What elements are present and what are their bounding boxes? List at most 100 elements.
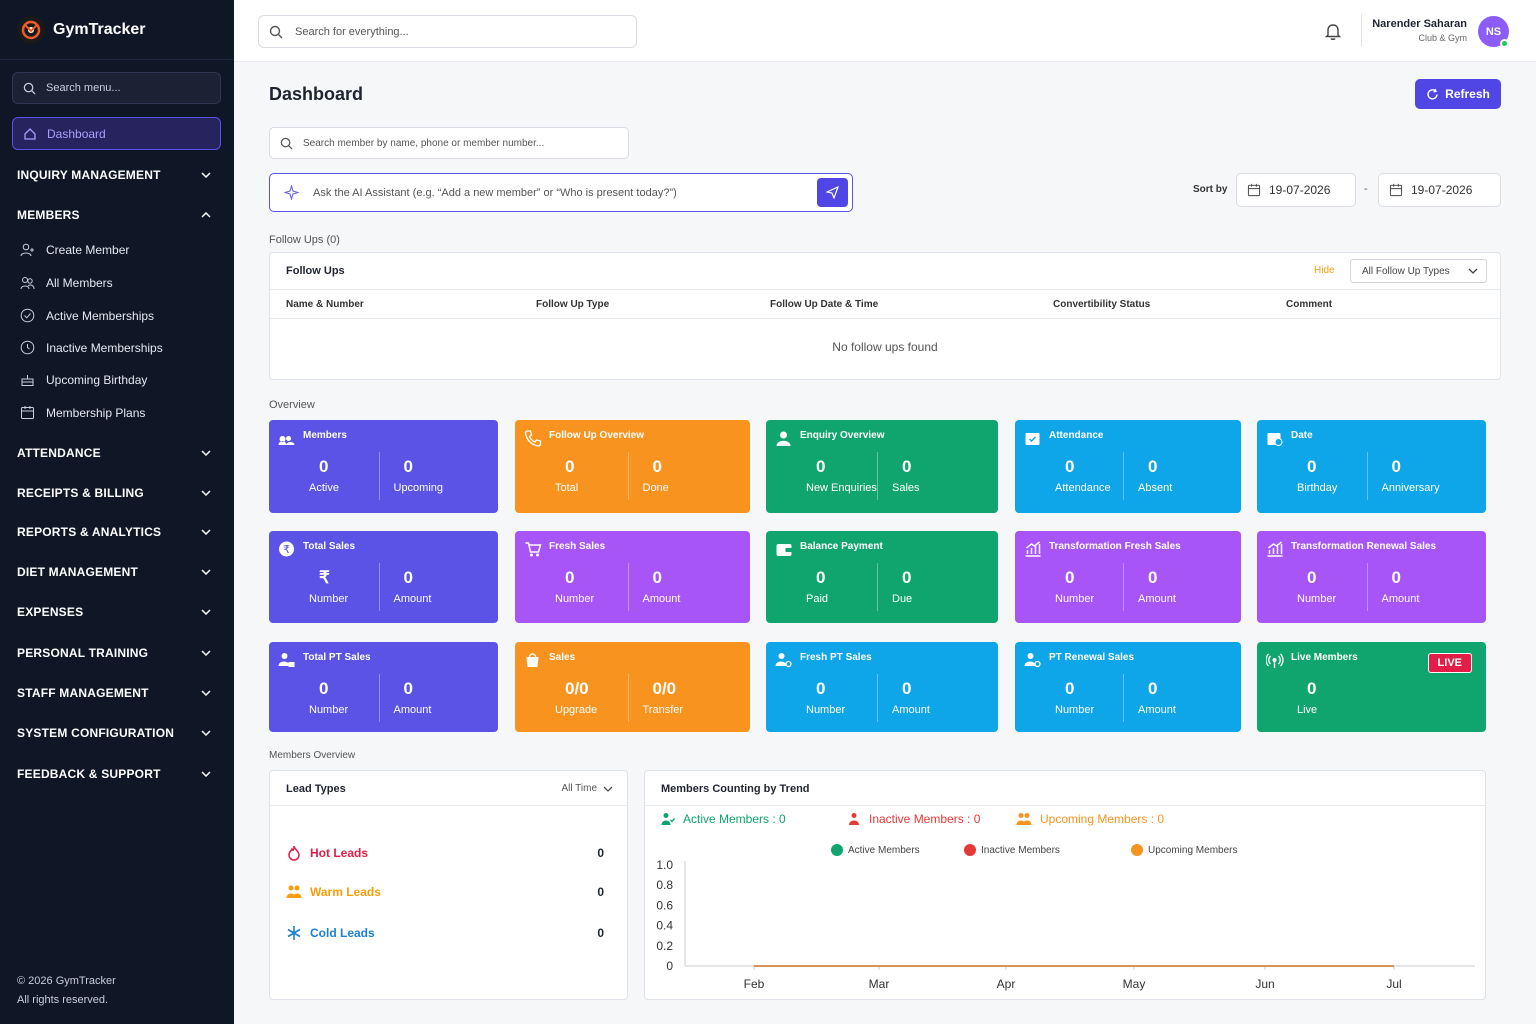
card-value: 0 [816,568,826,587]
date-to-picker[interactable]: 19-07-2026 [1378,173,1501,207]
sidebar-section-personal-training[interactable]: PERSONAL TRAINING [17,646,217,660]
column-header[interactable]: Follow Up Type [536,299,610,310]
y-tick-label: 0.2 [656,939,673,953]
card-divider [877,674,878,722]
card-value-label: Paid [806,593,829,605]
sidebar-item-membership-plans[interactable]: Membership Plans [20,405,145,420]
overview-card-balance-payment[interactable]: Balance Payment 0 Paid 0 Due [766,531,998,623]
column-header[interactable]: Follow Up Date & Time [770,299,879,310]
sidebar-search-placeholder: Search menu... [46,82,121,94]
sidebar-item-create-member[interactable]: Create Member [20,243,129,257]
sidebar-section-reports-analytics[interactable]: REPORTS & ANALYTICS [17,525,217,539]
y-tick-label: 0.6 [656,898,673,912]
sidebar-section-diet-management[interactable]: DIET MANAGEMENT [17,565,217,579]
chevron-down-icon [201,490,211,496]
logo-icon [17,15,45,44]
phone-icon [524,430,542,447]
card-value-label: Birthday [1297,482,1338,494]
legend-item[interactable]: Inactive Members [964,844,1060,856]
chart-up-icon [1025,541,1041,557]
overview-card-fresh-pt-sales[interactable]: Fresh PT Sales 0 Number 0 Amount [766,642,998,732]
card-title: Balance Payment [800,541,883,552]
lead-time-filter[interactable]: All Time [561,783,613,794]
sidebar-item-inactive-memberships[interactable]: Inactive Memberships [20,340,163,355]
overview-card-attendance[interactable]: Attendance 0 Attendance 0 Absent [1015,420,1241,513]
members-overview-label: Members Overview [269,750,356,761]
legend-item[interactable]: Upcoming Members [1131,844,1237,856]
ai-send-button[interactable] [817,178,848,207]
sidebar-section-members[interactable]: MEMBERS [17,208,217,222]
sidebar-item-dashboard[interactable]: Dashboard [12,117,221,150]
card-value: 0 [1391,457,1401,476]
card-value: 0 [816,457,826,476]
chevron-down-icon [201,172,211,178]
column-header[interactable]: Convertibility Status [1053,299,1151,310]
sidebar-section-expenses[interactable]: EXPENSES [17,605,217,619]
overview-card-follow-up-overview[interactable]: Follow Up Overview 0 Total 0 Done [515,420,750,513]
sidebar-item-upcoming-birthday[interactable]: Upcoming Birthday [20,372,147,387]
overview-card-members[interactable]: Members 0 Active 0 Upcoming [269,420,498,513]
overview-card-pt-renewal-sales[interactable]: PT Renewal Sales 0 Number 0 Amount [1015,642,1241,732]
inactive-members-count: Inactive Members : 0 [847,812,980,826]
followup-type-select[interactable]: All Follow Up Types [1350,259,1487,283]
overview-card-transformation-renewal-sales[interactable]: Transformation Renewal Sales 0 Number 0 Amou… [1257,531,1486,623]
lead-row-cold[interactable]: Cold Leads 0 [286,925,604,941]
column-header[interactable]: Name & Number [286,299,364,310]
card-value-label: Done [642,482,669,494]
overview-card-total-pt-sales[interactable]: Total PT Sales 0 Number 0 Amount [269,642,498,732]
refresh-icon [1427,88,1438,100]
user-info[interactable]: Narender Saharan Club & Gym [1372,18,1467,43]
users-icon [1016,813,1032,825]
card-value-label: Amount [1381,593,1420,605]
clock-circle-icon [20,340,35,355]
column-header[interactable]: Comment [1286,299,1333,310]
members-trend-chart: 0 0.2 0.4 0.6 0.8 1.0 Feb Mar Apr May Jun Jul [656,858,1475,991]
chevron-down-icon [1468,268,1478,274]
member-search-input[interactable]: Search member by name, phone or member n… [269,127,629,159]
card-value-label: Number [555,593,595,605]
notification-bell-icon[interactable] [1324,22,1342,41]
send-icon [826,186,839,199]
overview-card-total-sales[interactable]: ₹ Total Sales ₹ Number 0 Amount [269,531,498,623]
sidebar-item-label: Create Member [46,243,130,257]
lead-row-hot[interactable]: Hot Leads 0 [286,845,604,861]
sidebar-section-attendance[interactable]: ATTENDANCE [17,446,217,460]
sort-by-label: Sort by [1193,184,1228,195]
card-divider [877,452,878,500]
card-title: Transformation Fresh Sales [1049,541,1181,552]
overview-card-fresh-sales[interactable]: Fresh Sales 0 Number 0 Amount [515,531,750,623]
card-value-label: Number [1055,593,1095,605]
sidebar-item-active-memberships[interactable]: Active Memberships [20,308,154,323]
sidebar-section-inquiry-management[interactable]: INQUIRY MANAGEMENT [17,168,217,182]
overview-card-live-members[interactable]: Live Members LIVE 0 Live [1257,642,1486,732]
sidebar-item-all-members[interactable]: All Members [20,276,113,290]
overview-card-sales[interactable]: Sales 0/0 Upgrade 0/0 Transfer [515,642,750,732]
overview-card-enquiry-overview[interactable]: Enquiry Overview 0 New Enquiries 0 Sales [766,420,998,513]
lead-label: Cold Leads [310,926,375,940]
overview-card-date[interactable]: Date 0 Birthday 0 Anniversary [1257,420,1486,513]
card-divider [378,674,380,722]
legend-label: Upcoming Members [1148,844,1238,856]
logo[interactable]: GymTracker [0,0,234,60]
card-divider [378,452,380,500]
chevron-down-icon [603,786,613,792]
lead-row-warm[interactable]: Warm Leads 0 [286,884,604,899]
hide-followups-button[interactable]: Hide [1314,265,1335,276]
overview-card-transformation-fresh-sales[interactable]: Transformation Fresh Sales 0 Number 0 Amount [1015,531,1241,623]
sidebar-section-receipts-billing[interactable]: RECEIPTS & BILLING [17,486,217,500]
sidebar-section-staff-management[interactable]: STAFF MANAGEMENT [17,686,217,700]
global-search-input[interactable]: Search for everything... [258,15,637,48]
sidebar-section-system-configuration[interactable]: SYSTEM CONFIGURATION [17,726,217,740]
cake-icon [21,375,34,386]
section-label: MEMBERS [17,208,80,222]
ai-assistant-input[interactable]: Ask the AI Assistant (e.g. “Add a new me… [269,173,853,212]
date-to-value: 19-07-2026 [1411,183,1473,197]
date-from-picker[interactable]: 19-07-2026 [1236,173,1356,207]
sidebar-search-input[interactable]: Search menu... [12,72,221,104]
copyright-text: © 2026 GymTracker [17,975,116,987]
refresh-button[interactable]: Refresh [1415,79,1501,109]
legend-item[interactable]: Active Members [831,844,920,856]
chevron-up-icon [201,212,211,218]
card-value: 0 [319,679,329,698]
sidebar-section-feedback-support[interactable]: FEEDBACK & SUPPORT [17,767,217,781]
